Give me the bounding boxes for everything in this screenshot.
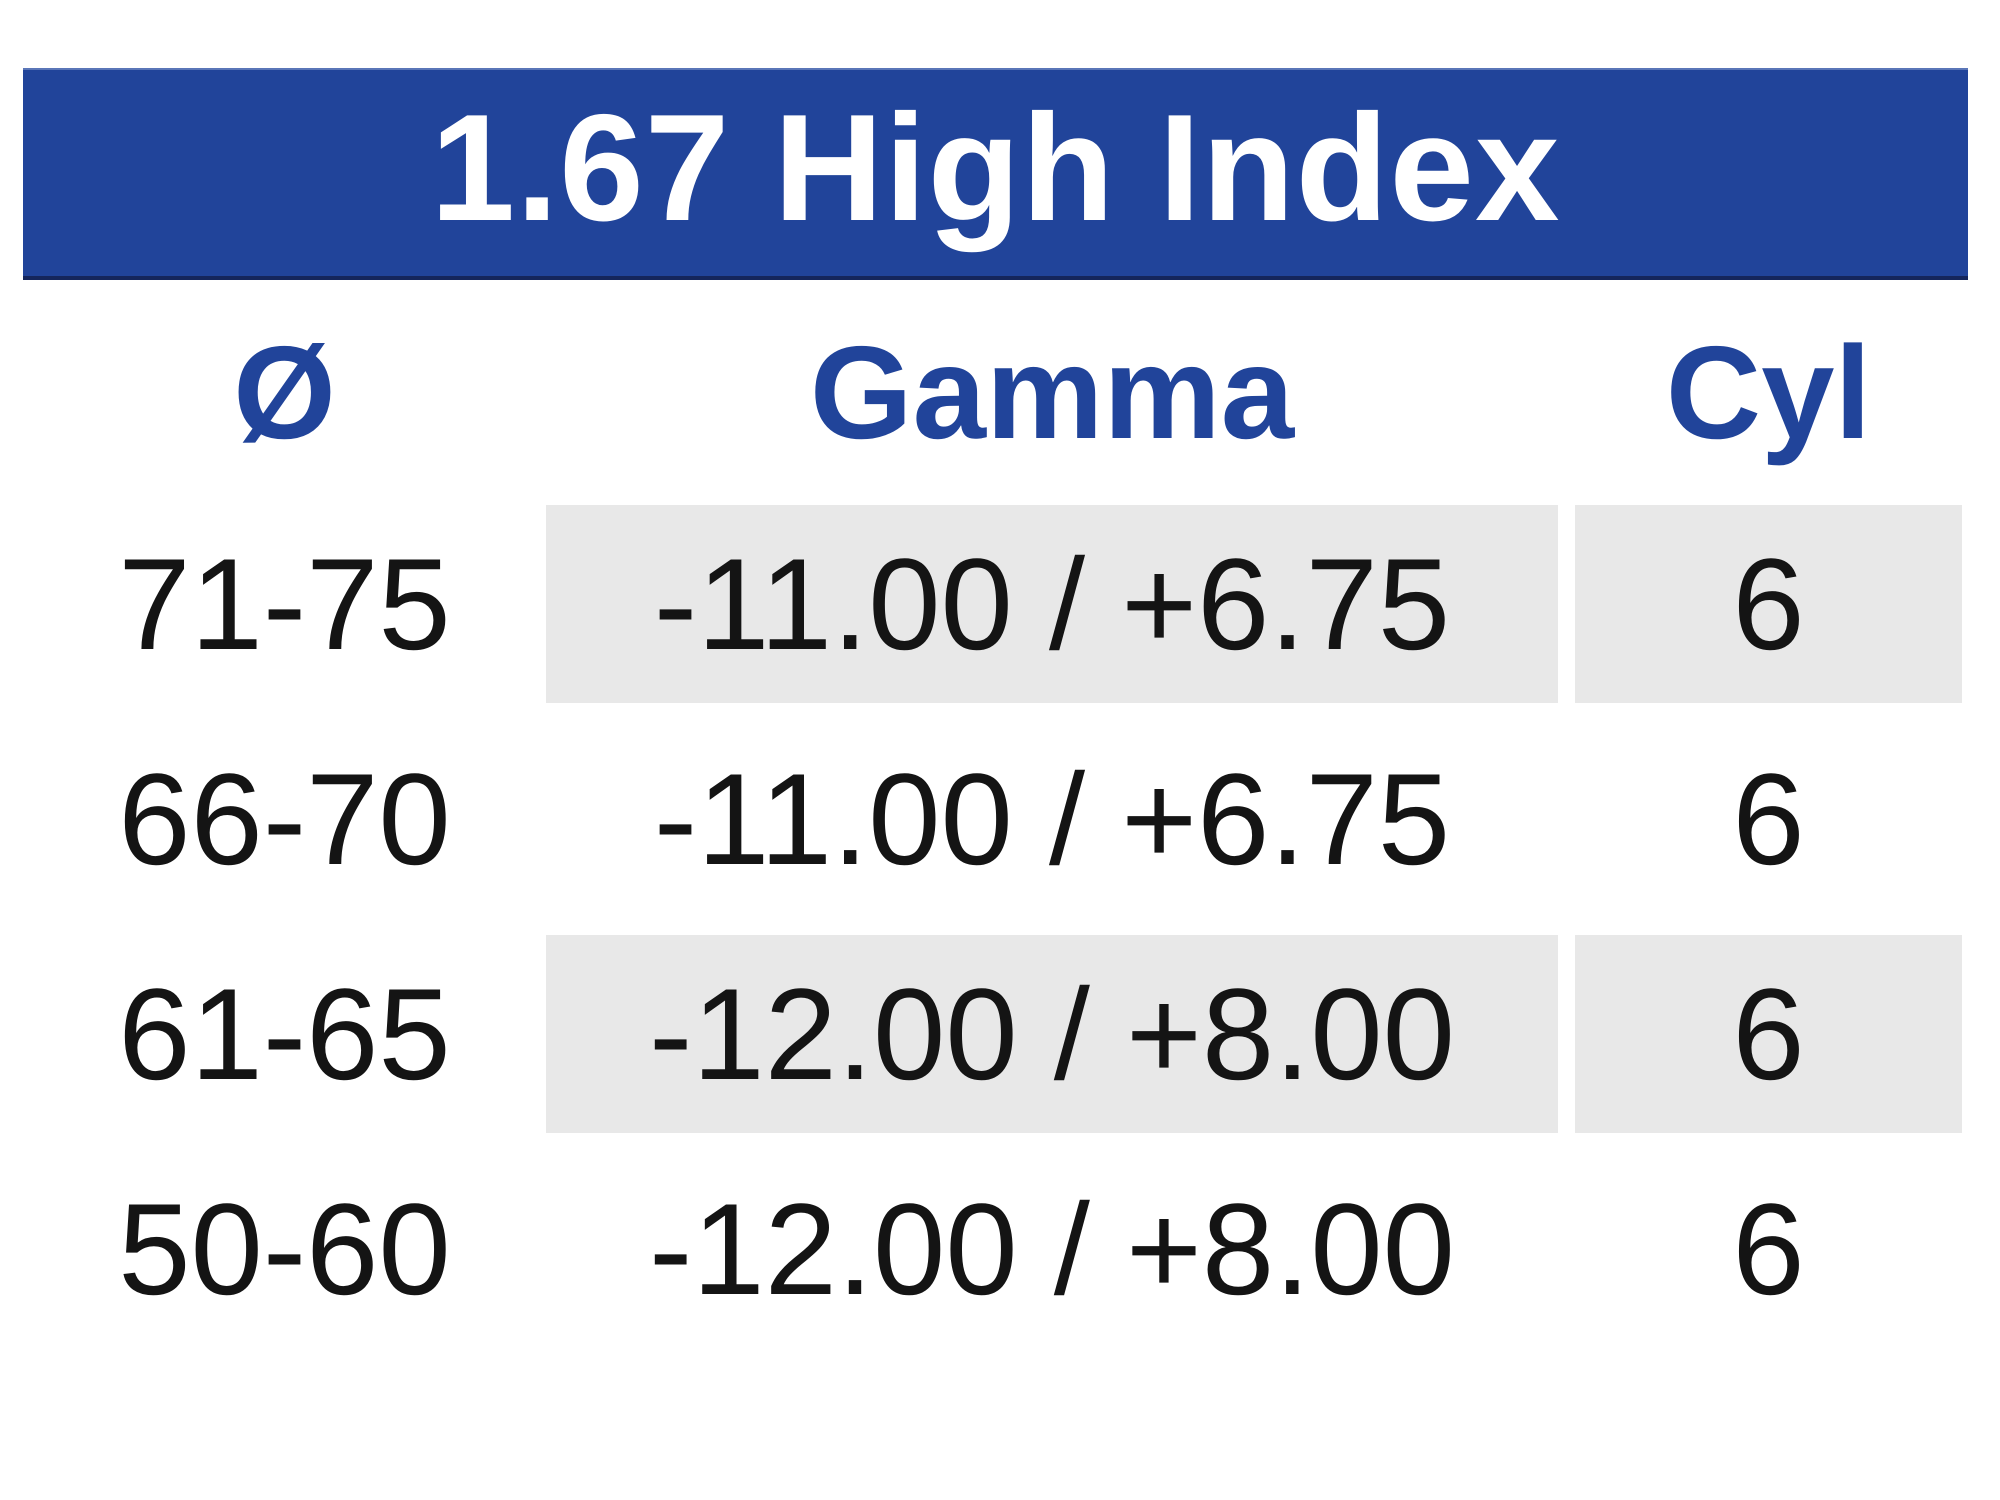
- diameter-cell: 71-75: [118, 531, 451, 677]
- diameter-cell: 50-60: [118, 1176, 451, 1322]
- cyl-cell: 6: [1575, 505, 1962, 703]
- cyl-cell: 6: [1732, 746, 1805, 892]
- gamma-range-cell: -11.00 / +6.75: [653, 746, 1451, 892]
- table-row: 71-75 -11.00 / +6.75 6: [23, 505, 1962, 703]
- column-header-gamma: Gamma: [809, 318, 1295, 466]
- table-row: 66-70 -11.00 / +6.75 6: [23, 720, 1962, 918]
- gamma-range-cell: -12.00 / +8.00: [649, 1176, 1455, 1322]
- table-row: 61-65 -12.00 / +8.00 6: [23, 935, 1962, 1133]
- gamma-range-cell: -11.00 / +6.75: [546, 505, 1558, 703]
- column-header-cyl: Cyl: [1665, 318, 1872, 466]
- column-header-diameter: Ø: [233, 318, 336, 466]
- diameter-cell: 66-70: [118, 746, 451, 892]
- table-row: 50-60 -12.00 / +8.00 6: [23, 1150, 1962, 1348]
- diameter-cell: 61-65: [118, 961, 451, 1107]
- cyl-cell: 6: [1575, 935, 1962, 1133]
- table-header-row: Ø Gamma Cyl: [23, 280, 1962, 505]
- gamma-range-cell: -12.00 / +8.00: [546, 935, 1558, 1133]
- cyl-cell: 6: [1732, 1176, 1805, 1322]
- table-title: 1.67 High Index: [430, 83, 1561, 253]
- table-title-bar: 1.67 High Index: [23, 68, 1968, 280]
